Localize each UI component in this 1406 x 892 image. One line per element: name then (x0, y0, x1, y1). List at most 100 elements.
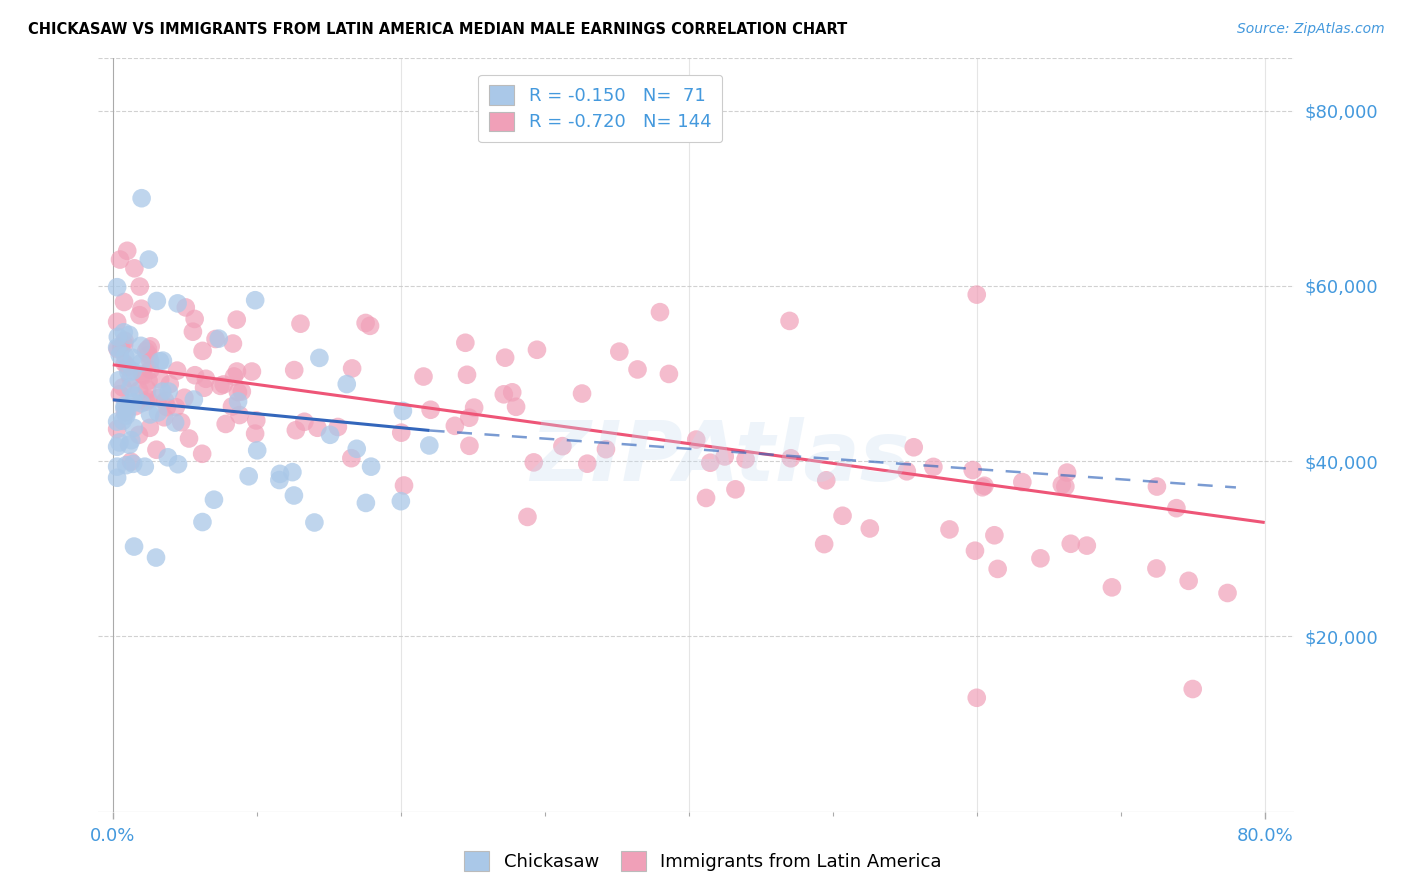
Point (122, 421, 145, 435)
Point (779, 314, 801, 328)
Point (231, 384, 253, 399)
Point (128, 279, 150, 293)
Point (815, 473, 838, 487)
Point (648, 305, 671, 319)
Point (120, 455, 142, 469)
Point (226, 385, 249, 400)
Point (494, 351, 516, 365)
Point (724, 483, 747, 497)
Point (896, 464, 918, 478)
Point (973, 479, 995, 493)
Point (121, 364, 143, 378)
Point (419, 402, 441, 417)
Point (132, 368, 155, 383)
Point (139, 363, 162, 377)
Point (138, 348, 160, 362)
Point (713, 450, 735, 464)
Point (354, 316, 377, 330)
Point (243, 293, 266, 308)
Point (129, 356, 152, 370)
Point (146, 405, 169, 419)
Point (444, 418, 467, 433)
Point (120, 371, 142, 385)
Point (110, 341, 132, 355)
Point (283, 488, 305, 502)
Point (281, 465, 304, 479)
Point (208, 332, 231, 346)
Point (1146, 479, 1168, 493)
Point (551, 439, 574, 453)
Point (135, 344, 157, 359)
Point (1216, 586, 1239, 600)
Point (166, 363, 188, 377)
Text: CHICKASAW VS IMMIGRANTS FROM LATIN AMERICA MEDIAN MALE EARNINGS CORRELATION CHAR: CHICKASAW VS IMMIGRANTS FROM LATIN AMERI… (28, 22, 848, 37)
Point (105, 440, 128, 454)
Point (269, 467, 291, 481)
Point (184, 368, 207, 383)
Point (156, 400, 179, 414)
Point (215, 417, 238, 431)
Point (115, 458, 138, 473)
Point (359, 318, 381, 333)
Point (292, 415, 315, 429)
Point (779, 451, 801, 466)
Point (903, 440, 925, 454)
Point (117, 365, 139, 379)
Point (115, 244, 138, 258)
Point (1166, 501, 1188, 516)
Point (340, 451, 363, 466)
Point (595, 442, 617, 457)
Point (284, 423, 307, 437)
Point (526, 343, 548, 357)
Point (105, 422, 128, 436)
Point (149, 354, 172, 368)
Point (492, 387, 515, 401)
Point (191, 515, 214, 529)
Point (685, 433, 707, 447)
Point (105, 280, 128, 294)
Point (966, 690, 988, 705)
Point (108, 387, 131, 401)
Point (131, 368, 153, 382)
Point (165, 400, 187, 414)
Point (107, 342, 129, 356)
Point (1177, 574, 1199, 588)
Point (389, 494, 412, 508)
Point (170, 415, 193, 429)
Point (456, 368, 478, 382)
Point (983, 528, 1005, 542)
Point (139, 408, 162, 422)
Point (183, 392, 205, 407)
Point (105, 341, 128, 355)
Point (209, 379, 232, 393)
Point (360, 459, 382, 474)
Point (326, 420, 349, 434)
Point (112, 401, 135, 416)
Point (129, 396, 152, 410)
Point (963, 543, 986, 558)
Point (152, 353, 174, 368)
Point (194, 372, 217, 386)
Point (120, 433, 142, 447)
Point (418, 438, 440, 452)
Point (165, 416, 187, 430)
Point (148, 391, 170, 405)
Point (105, 315, 128, 329)
Point (177, 432, 200, 446)
Point (131, 191, 153, 205)
Point (122, 395, 145, 409)
Point (191, 447, 214, 461)
Point (136, 382, 159, 396)
Point (136, 342, 159, 356)
Point (392, 404, 415, 418)
Point (225, 312, 247, 326)
Point (138, 374, 160, 388)
Point (114, 399, 136, 413)
Point (183, 312, 205, 326)
Point (813, 537, 835, 551)
Point (392, 478, 415, 492)
Point (516, 510, 538, 524)
Point (1056, 466, 1078, 480)
Point (114, 357, 136, 371)
Point (124, 388, 146, 402)
